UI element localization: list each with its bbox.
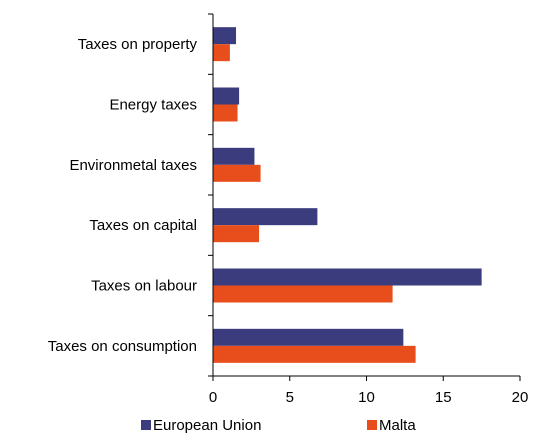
bar-malta-5 [213,345,416,363]
bar-eu-0 [213,27,237,45]
x-tick-label: 15 [435,389,452,406]
category-labels: Taxes on property Energy taxes Environmeta… [48,36,198,355]
category-label: Taxes on property [78,36,198,53]
legend-swatch-malta [367,420,377,430]
bar-eu-2 [213,147,255,165]
category-label: Environmetal taxes [69,157,197,174]
x-tick-label: 5 [286,389,294,406]
category-label: Taxes on consumption [48,338,197,355]
bar-malta-2 [213,164,261,182]
category-label: Taxes on labour [91,278,197,295]
legend: European Union Malta [141,417,416,434]
x-tick-label: 20 [512,389,529,406]
bar-malta-4 [213,285,393,303]
bar-malta-3 [213,225,260,243]
legend-label-eu: European Union [153,417,261,434]
legend-swatch-eu [141,420,151,430]
bar-eu-4 [213,268,482,286]
bar-malta-1 [213,104,238,122]
legend-label-malta: Malta [379,417,416,434]
x-tick-label: 10 [358,389,375,406]
x-tick-labels: 0 5 10 15 20 [209,389,529,406]
x-tick-label: 0 [209,389,217,406]
bars-group [213,27,482,363]
axes-group [208,13,521,381]
bar-eu-1 [213,87,240,105]
bar-eu-5 [213,328,404,346]
bar-eu-3 [213,208,318,226]
category-label: Taxes on capital [89,217,197,234]
category-label: Energy taxes [109,97,197,114]
bar-malta-0 [213,44,230,62]
